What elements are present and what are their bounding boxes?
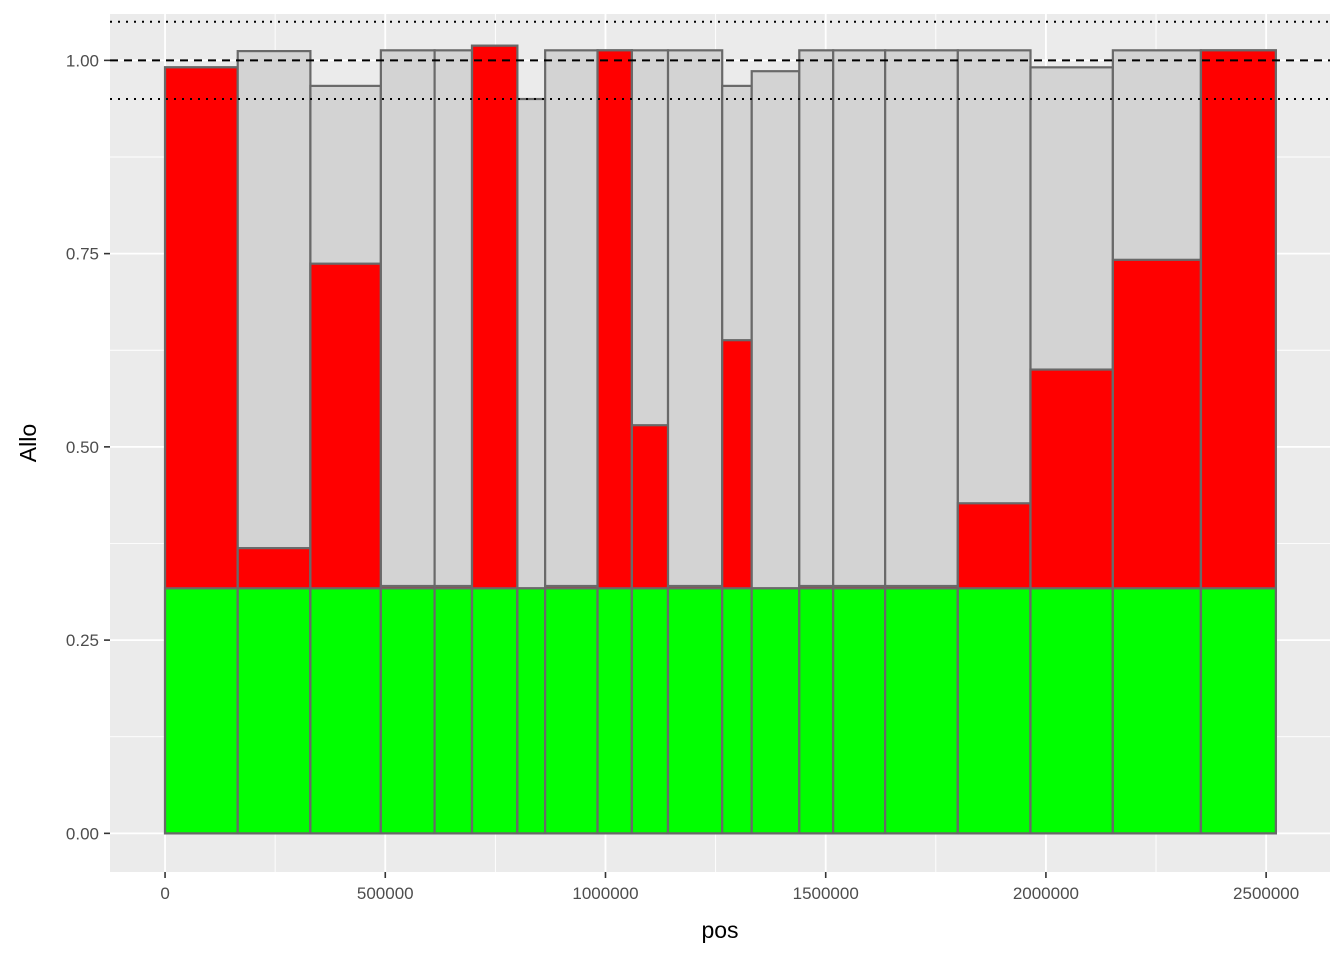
bar-base-segment	[163, 587, 239, 835]
bar-base-segment	[630, 587, 670, 835]
x-tick-label: 1500000	[793, 884, 859, 903]
bar-base-segment	[236, 587, 312, 835]
bar-base-segment	[1111, 587, 1203, 835]
bar-base-segment	[721, 587, 753, 835]
bar-base-segment	[750, 587, 801, 835]
bars	[163, 44, 1277, 835]
x-tick-label: 2500000	[1233, 884, 1299, 903]
bar-base-segment	[666, 587, 724, 835]
bar-base-segment	[832, 587, 887, 835]
reference-lines	[110, 20, 1330, 101]
bar-base-segment	[516, 587, 547, 835]
x-tick-label: 500000	[357, 884, 414, 903]
y-axis-title: Allo	[15, 424, 41, 462]
bar-base-segment	[596, 587, 634, 835]
bar-base-segment	[470, 587, 519, 835]
bar-base-segment	[884, 587, 959, 835]
bar-base-segment	[956, 587, 1032, 835]
bar-base-segment	[1029, 587, 1114, 835]
x-tick-label: 0	[160, 884, 169, 903]
x-tick-label: 1000000	[572, 884, 638, 903]
bar-base-segment	[433, 587, 474, 835]
y-tick-label: 0.50	[66, 438, 99, 457]
bar-base-segment	[309, 587, 382, 835]
y-tick-label: 0.00	[66, 824, 99, 843]
bar-base-segment	[1199, 587, 1277, 835]
bar-base-segment	[544, 587, 599, 835]
y-tick-label: 1.00	[66, 51, 99, 70]
x-axis-title: pos	[701, 917, 738, 943]
x-tick-label: 2000000	[1013, 884, 1079, 903]
axes: 0 500000 1000000 1500000 2000000 2500000 0.00 0…	[66, 51, 1299, 903]
y-tick-label: 0.75	[66, 245, 99, 264]
y-tick-label: 0.25	[66, 631, 99, 650]
bar-base-segment	[798, 587, 835, 835]
bar-base-segment	[379, 587, 436, 835]
